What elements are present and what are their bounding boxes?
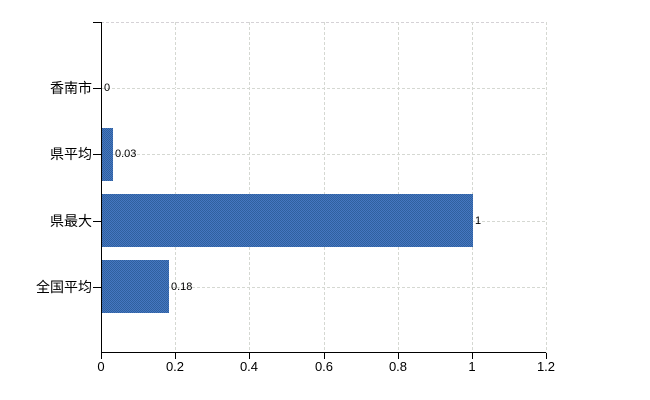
x-tick-label: 0.6 [314, 359, 334, 374]
x-tick-label: 0 [97, 359, 105, 374]
gridline-horizontal [102, 154, 546, 155]
x-tick-label: 0.8 [388, 359, 408, 374]
y-axis-tick [93, 22, 101, 23]
category-label: 香南市 [50, 80, 92, 96]
x-axis-tick [398, 353, 399, 359]
bar-value-label: 0.18 [171, 281, 193, 293]
gridline-vertical [398, 22, 399, 353]
y-axis-tick [93, 287, 101, 288]
bar [102, 260, 169, 313]
gridline-horizontal [102, 287, 546, 288]
y-axis-tick [93, 88, 101, 89]
x-tick-label: 1.2 [536, 359, 556, 374]
gridline-horizontal [102, 88, 546, 89]
bar [102, 194, 473, 247]
x-tick-label: 0.2 [165, 359, 185, 374]
x-axis-tick [324, 353, 325, 359]
bar-value-label: 1 [475, 215, 482, 227]
plot-top-border [101, 22, 546, 23]
x-tick-label: 0.4 [239, 359, 259, 374]
x-axis-tick [472, 353, 473, 359]
gridline-vertical [546, 22, 547, 353]
gridline-vertical [249, 22, 250, 353]
x-tick-label: 1 [468, 359, 476, 374]
gridline-vertical [175, 22, 176, 353]
x-axis-tick [175, 353, 176, 359]
plot-area: 0 0.03 1 0.18 [93, 22, 547, 359]
y-axis-tick [93, 221, 101, 222]
x-axis-line [101, 352, 546, 353]
x-axis-tick [101, 353, 102, 359]
x-axis-tick [546, 353, 547, 359]
gridline-vertical [324, 22, 325, 353]
category-label: 県平均 [50, 146, 92, 162]
bar [102, 128, 113, 181]
category-label: 県最大 [50, 213, 92, 229]
y-axis-tick [93, 154, 101, 155]
y-axis-line [101, 22, 102, 353]
bar-value-label: 0 [104, 82, 111, 94]
x-axis-tick [249, 353, 250, 359]
bar-value-label: 0.03 [115, 148, 137, 160]
gridline-vertical [472, 22, 473, 353]
category-label: 全国平均 [36, 279, 92, 295]
